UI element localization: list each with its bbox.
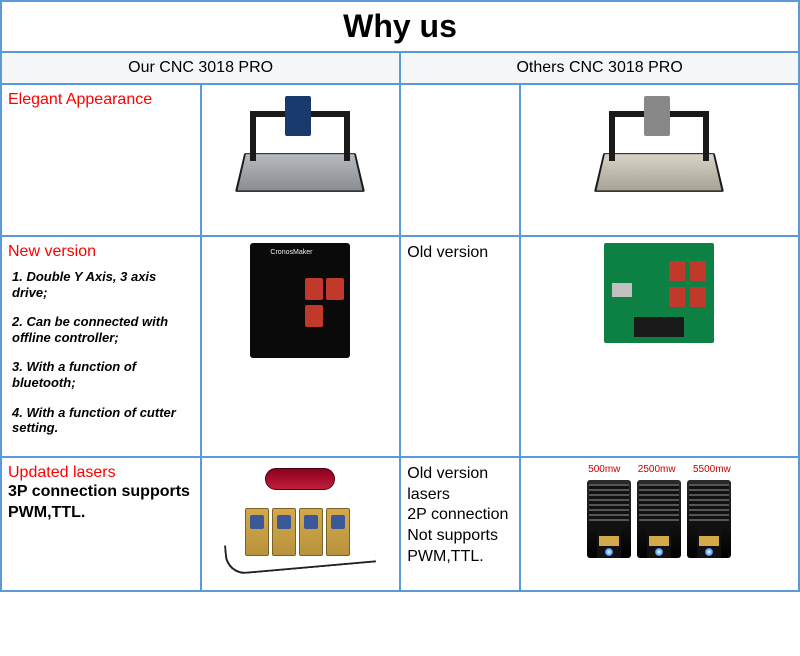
pcb-green-icon: [604, 243, 714, 343]
row3-bold-text: 3P connection supports PWM,TTL.: [8, 482, 194, 524]
main-title: Why us: [343, 8, 457, 44]
row1-others-label-cell: [400, 84, 520, 236]
row2-our-image-cell: CronosMaker: [201, 236, 401, 457]
row1-our-image-cell: [201, 84, 401, 236]
feature-item: 1. Double Y Axis, 3 axis drive;: [12, 269, 194, 300]
header-left: Our CNC 3018 PRO: [1, 52, 400, 84]
power-label: 2500mw: [638, 464, 676, 475]
row2-label: New version: [8, 243, 194, 261]
row3-others-label-cell: Old version lasers 2P connection Not sup…: [400, 457, 520, 591]
feature-item: 2. Can be connected with offline control…: [12, 314, 194, 345]
row3-others-image-cell: 500mw 2500mw 5500mw: [520, 457, 799, 591]
power-label: 5500mw: [693, 464, 731, 475]
row1-label-cell: Elegant Appearance: [1, 84, 201, 236]
row1-others-image-cell: [520, 84, 799, 236]
lasers-others-icon: 500mw 2500mw 5500mw: [579, 464, 739, 584]
feature-item: 3. With a function of bluetooth;: [12, 359, 194, 390]
title-row: Why us: [1, 1, 799, 52]
row3-right-text: Old version lasers 2P connection Not sup…: [407, 464, 513, 568]
pcb-brand-label: CronosMaker: [270, 249, 312, 256]
row1-label: Elegant Appearance: [8, 91, 152, 109]
pcb-black-icon: CronosMaker: [250, 243, 350, 358]
row3-our-image-cell: [201, 457, 401, 591]
cnc-machine-others-icon: [594, 91, 724, 211]
row3-label-cell: Updated lasers 3P connection supports PW…: [1, 457, 201, 591]
lasers-ours-icon: [225, 464, 375, 574]
comparison-table: Why us Our CNC 3018 PRO Others CNC 3018 …: [0, 0, 800, 592]
feature-list: 1. Double Y Axis, 3 axis drive; 2. Can b…: [8, 269, 194, 436]
row2-others-label-cell: Old version: [400, 236, 520, 457]
row2-others-image-cell: [520, 236, 799, 457]
cnc-machine-ours-icon: [235, 91, 365, 211]
row3-label: Updated lasers: [8, 464, 194, 482]
row2-label-cell: New version 1. Double Y Axis, 3 axis dri…: [1, 236, 201, 457]
header-right: Others CNC 3018 PRO: [400, 52, 799, 84]
power-label: 500mw: [588, 464, 620, 475]
feature-item: 4. With a function of cutter setting.: [12, 405, 194, 436]
goggles-icon: [265, 468, 335, 490]
row2-right-label: Old version: [407, 243, 488, 264]
